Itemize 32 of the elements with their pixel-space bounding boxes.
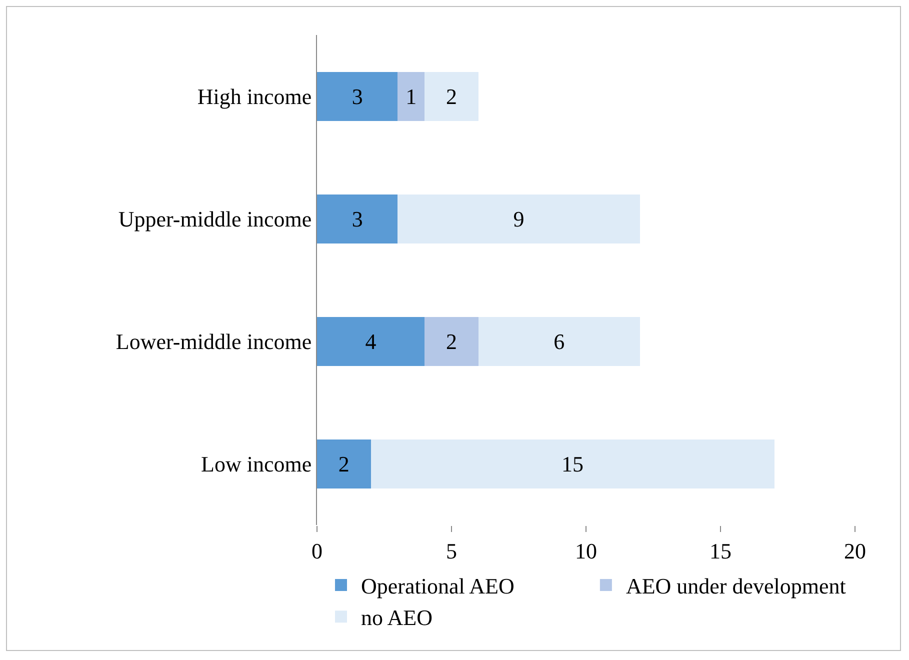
x-tick-label: 15 <box>710 538 732 564</box>
data-label: 2 <box>446 328 457 354</box>
bar <box>370 439 774 488</box>
bar <box>478 316 640 366</box>
bar <box>398 72 425 121</box>
bar <box>317 439 371 488</box>
legend-label: Operational AEO <box>361 574 514 599</box>
x-tick-label: 20 <box>844 538 866 564</box>
y-tick-label: Lower-middle income <box>116 328 312 354</box>
bar <box>317 194 398 244</box>
bar <box>317 72 398 121</box>
x-tick-label: 5 <box>446 538 457 564</box>
bar <box>398 194 640 244</box>
bar <box>424 316 478 366</box>
data-label: 3 <box>352 206 363 232</box>
legend-label: AEO under development <box>626 574 846 599</box>
bar <box>424 72 478 121</box>
data-label: 9 <box>513 206 524 232</box>
data-label: 2 <box>446 84 457 109</box>
legend-label: no AEO <box>361 605 432 630</box>
x-tick-label: 0 <box>312 538 322 564</box>
bar <box>317 316 425 366</box>
y-tick-label: High income <box>197 84 312 109</box>
data-label: 3 <box>352 84 363 109</box>
y-tick-label: Upper-middle income <box>118 206 312 232</box>
data-label: 6 <box>554 328 565 354</box>
y-tick-label: Low income <box>201 451 312 476</box>
data-label: 2 <box>338 451 350 476</box>
data-label: 4 <box>365 328 376 354</box>
x-tick-label: 10 <box>575 538 597 564</box>
data-label: 1 <box>406 84 417 109</box>
data-label: 15 <box>562 451 584 476</box>
